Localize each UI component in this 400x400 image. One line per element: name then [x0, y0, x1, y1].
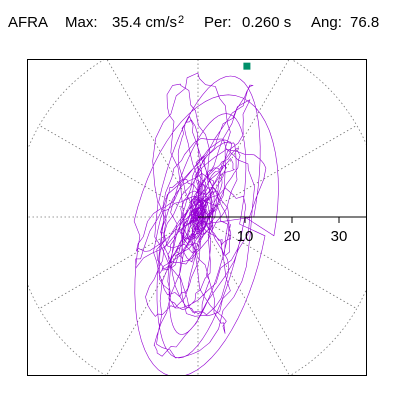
- plot-frame: 10 20 30: [27, 59, 367, 376]
- max-unit: cm/s: [145, 14, 178, 31]
- header: AFRA Max: 35.4 cm/s 2 Per: 0.260 s Ang: 7…: [0, 14, 400, 40]
- grid-spoke: [197, 216, 357, 309]
- max-label: Max:: [65, 14, 98, 31]
- max-value: 35.4 cm/s 2: [112, 14, 185, 31]
- motion-trace: [133, 72, 279, 375]
- grid-spoke: [197, 216, 290, 375]
- grid-spoke: [197, 60, 290, 218]
- grid-spoke: [39, 216, 199, 309]
- period-label: Per:: [204, 14, 232, 31]
- max-unit-power: 2: [178, 14, 185, 26]
- period-value: 0.260 s: [242, 14, 292, 31]
- tick-label-10: 10: [237, 228, 254, 245]
- angle-value: 76.8: [350, 14, 380, 31]
- hodogram-chart: 10 20 30: [28, 60, 366, 375]
- station-code: AFRA: [8, 14, 49, 31]
- grid-spoke: [197, 125, 357, 218]
- grid-spoke: [106, 60, 199, 218]
- tick-label-30: 30: [331, 228, 348, 245]
- grid-spoke: [39, 125, 199, 218]
- peak-marker: [243, 62, 251, 70]
- tick-label-20: 20: [284, 228, 301, 245]
- grid-spoke: [106, 216, 199, 375]
- angle-label: Ang:: [311, 14, 342, 31]
